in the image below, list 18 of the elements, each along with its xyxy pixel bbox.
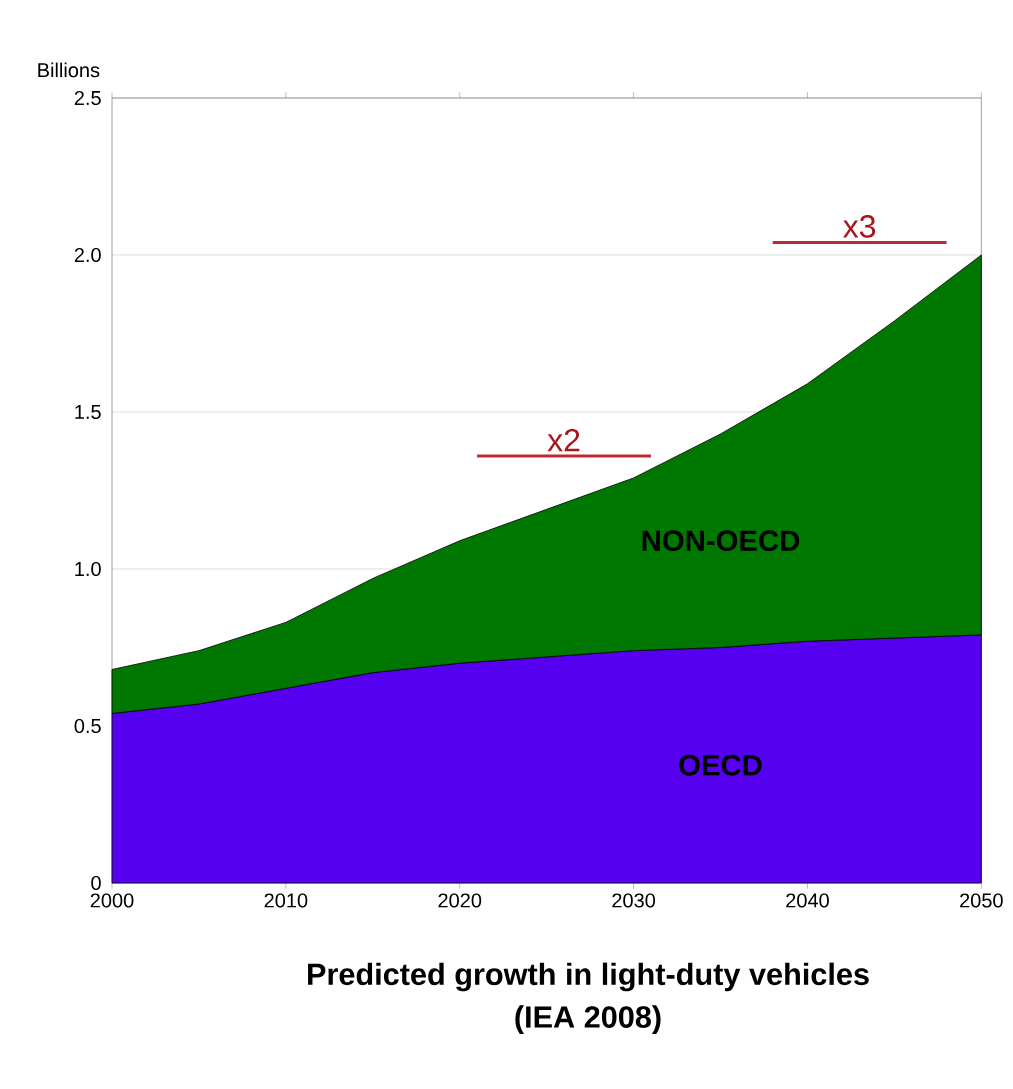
x-tick-label: 2020 xyxy=(438,893,482,908)
y-tick-label: 2.0 xyxy=(74,247,101,263)
series-label: NON-OECD xyxy=(642,530,800,552)
text: (IEA 2008) xyxy=(515,1005,661,1034)
text: Predicted growth in light-duty vehicles xyxy=(308,962,869,992)
x-tick-label: 2030 xyxy=(612,893,656,908)
y-tick-label: 1.5 xyxy=(75,405,101,419)
y-tick-label: 1.0 xyxy=(75,561,101,577)
y-tick-label: 2.5 xyxy=(74,90,101,106)
x-tick-label: 2000 xyxy=(90,893,134,908)
annotation: x2 xyxy=(547,428,580,452)
annotation: x3 xyxy=(843,215,876,238)
y-tick-label: 0.5 xyxy=(74,718,101,734)
x-tick-label: 2010 xyxy=(264,893,308,908)
x-tick-label: 2050 xyxy=(960,893,1003,908)
x-tick-label: 2040 xyxy=(786,893,829,908)
y-tick-label: 0 xyxy=(91,875,101,891)
y-axis-title: Billions xyxy=(38,62,100,78)
